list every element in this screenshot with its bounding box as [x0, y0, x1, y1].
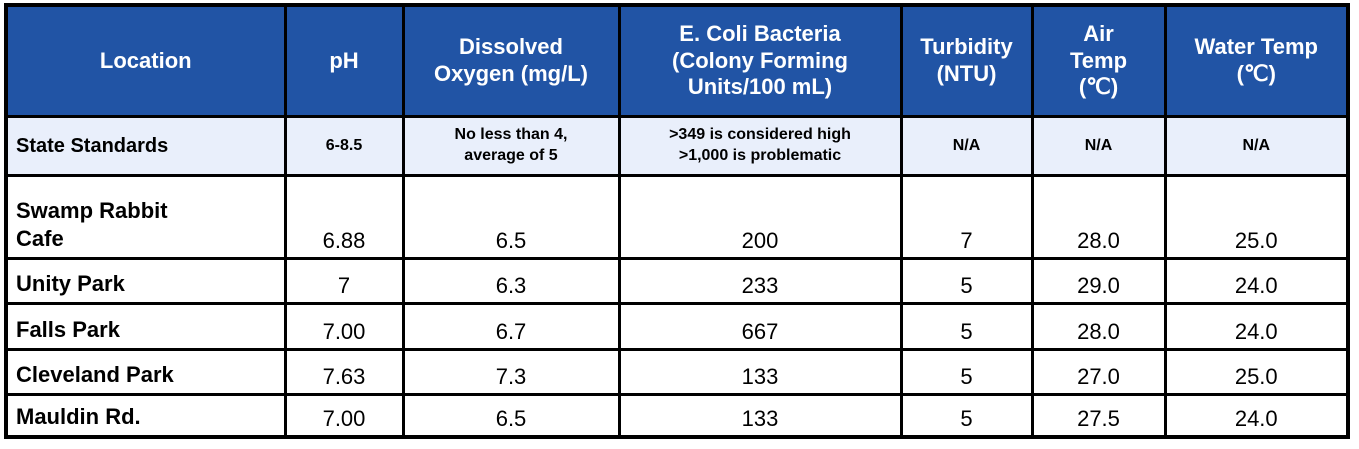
table-row-falls-park: Falls Park 7.00 6.7 667 5 28.0 24.0: [4, 302, 1350, 351]
cell-e-coli: 133: [617, 348, 903, 396]
water-quality-table: Location pH Dissolved Oxygen (mg/L) E. C…: [4, 3, 1350, 439]
cell-turbidity: 5: [899, 302, 1034, 351]
cell-standards-dissolved-oxygen: No less than 4, average of 5: [401, 115, 621, 177]
cell-ph: 7: [283, 257, 405, 305]
cell-e-coli: 667: [617, 302, 903, 351]
cell-water-temp: 24.0: [1163, 393, 1350, 439]
header-row: Location pH Dissolved Oxygen (mg/L) E. C…: [4, 3, 1350, 118]
cell-ph: 7.63: [283, 348, 405, 396]
cell-water-temp: 24.0: [1163, 257, 1350, 305]
cell-dissolved-oxygen: 6.5: [401, 174, 621, 260]
cell-location: Mauldin Rd.: [4, 393, 287, 439]
col-header-ph: pH: [283, 3, 405, 118]
cell-standards-water-temp: N/A: [1163, 115, 1350, 177]
table-row-unity-park: Unity Park 7 6.3 233 5 29.0 24.0: [4, 257, 1350, 305]
table-row-cleveland-park: Cleveland Park 7.63 7.3 133 5 27.0 25.0: [4, 348, 1350, 396]
cell-air-temp: 28.0: [1030, 302, 1167, 351]
cell-air-temp: 27.5: [1030, 393, 1167, 439]
cell-turbidity: 7: [899, 174, 1034, 260]
cell-standards-air-temp: N/A: [1030, 115, 1167, 177]
cell-e-coli: 133: [617, 393, 903, 439]
cell-ph: 7.00: [283, 302, 405, 351]
cell-turbidity: 5: [899, 348, 1034, 396]
col-header-air-temp: Air Temp (℃): [1030, 3, 1167, 118]
cell-air-temp: 29.0: [1030, 257, 1167, 305]
col-header-e-coli: E. Coli Bacteria (Colony Forming Units/1…: [617, 3, 903, 118]
cell-water-temp: 25.0: [1163, 174, 1350, 260]
col-header-water-temp: Water Temp (℃): [1163, 3, 1350, 118]
state-standards-row: State Standards 6-8.5 No less than 4, av…: [4, 115, 1350, 177]
cell-ph: 6.88: [283, 174, 405, 260]
cell-air-temp: 27.0: [1030, 348, 1167, 396]
col-header-dissolved-oxygen: Dissolved Oxygen (mg/L): [401, 3, 621, 118]
col-header-turbidity: Turbidity (NTU): [899, 3, 1034, 118]
cell-ph: 7.00: [283, 393, 405, 439]
cell-location: Swamp Rabbit Cafe: [4, 174, 287, 260]
cell-location: Cleveland Park: [4, 348, 287, 396]
cell-dissolved-oxygen: 6.3: [401, 257, 621, 305]
cell-standards-e-coli: >349 is considered high >1,000 is proble…: [617, 115, 903, 177]
cell-dissolved-oxygen: 6.7: [401, 302, 621, 351]
cell-air-temp: 28.0: [1030, 174, 1167, 260]
cell-water-temp: 24.0: [1163, 302, 1350, 351]
cell-location: Falls Park: [4, 302, 287, 351]
cell-location: Unity Park: [4, 257, 287, 305]
cell-dissolved-oxygen: 6.5: [401, 393, 621, 439]
cell-water-temp: 25.0: [1163, 348, 1350, 396]
col-header-location: Location: [4, 3, 287, 118]
table-row-swamp-rabbit-cafe: Swamp Rabbit Cafe 6.88 6.5 200 7 28.0 25…: [4, 174, 1350, 260]
cell-standards-location: State Standards: [4, 115, 287, 177]
cell-dissolved-oxygen: 7.3: [401, 348, 621, 396]
cell-standards-turbidity: N/A: [899, 115, 1034, 177]
cell-standards-ph: 6-8.5: [283, 115, 405, 177]
cell-turbidity: 5: [899, 257, 1034, 305]
cell-turbidity: 5: [899, 393, 1034, 439]
cell-e-coli: 233: [617, 257, 903, 305]
cell-e-coli: 200: [617, 174, 903, 260]
table-row-mauldin-rd: Mauldin Rd. 7.00 6.5 133 5 27.5 24.0: [4, 393, 1350, 439]
